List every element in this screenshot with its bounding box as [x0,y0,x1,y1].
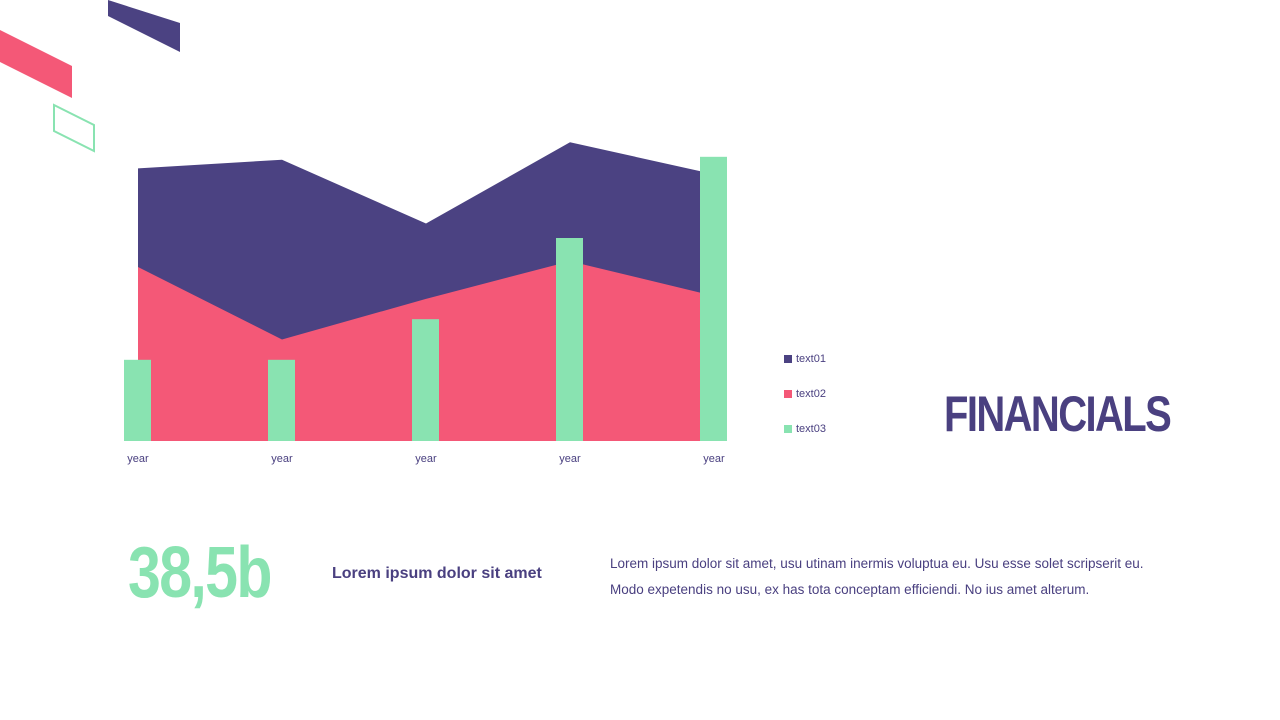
pink-stripe-decoration [0,30,72,98]
chart-legend: text01 text02 text03 [784,352,826,457]
legend-item-text02: text02 [784,387,826,401]
x-tick-label-2: year [271,453,293,465]
legend-label-text02: text02 [796,388,826,400]
x-tick-label-5: year [703,453,725,465]
bar-text03-2 [268,359,295,441]
description-text: Lorem ipsum dolor sit amet, usu utinam i… [610,556,1144,597]
legend-item-text03: text03 [784,422,826,436]
legend-swatch-text01 [784,355,792,363]
bar-text03-5 [700,156,727,442]
x-tick-label-3: year [415,453,437,465]
legend-swatch-text03 [784,425,792,433]
legend-item-text01: text01 [784,352,826,366]
bar-text03-1 [124,359,151,441]
purple-stripe-decoration [108,0,180,52]
legend-swatch-text02 [784,390,792,398]
green-outline-decoration [53,103,95,153]
slide-title: FINANCIALS [944,386,1172,442]
bar-text03-3 [412,319,439,441]
financials-chart: year year year year year [124,142,727,465]
x-tick-label-4: year [559,453,581,465]
legend-label-text01: text01 [796,353,826,365]
stat-value: 38,5b [128,533,272,613]
legend-label-text03: text03 [796,423,826,435]
bar-text03-4 [556,238,583,441]
stat-heading: Lorem ipsum dolor sit amet [332,565,542,582]
x-tick-label-1: year [127,453,149,465]
